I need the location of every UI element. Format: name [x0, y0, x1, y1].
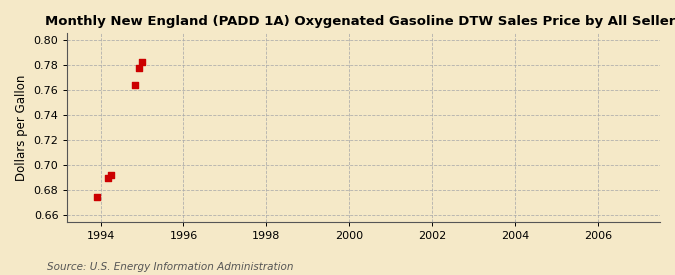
Point: [134, 66, 144, 71]
Point: [130, 82, 140, 87]
Point: [102, 175, 113, 180]
Text: Source: U.S. Energy Information Administration: Source: U.S. Energy Information Administ…: [47, 262, 294, 271]
Point: [136, 60, 147, 64]
Title: Monthly New England (PADD 1A) Oxygenated Gasoline DTW Sales Price by All Sellers: Monthly New England (PADD 1A) Oxygenated…: [45, 15, 675, 28]
Point: [92, 194, 103, 199]
Y-axis label: Dollars per Gallon: Dollars per Gallon: [15, 74, 28, 181]
Point: [105, 173, 116, 177]
